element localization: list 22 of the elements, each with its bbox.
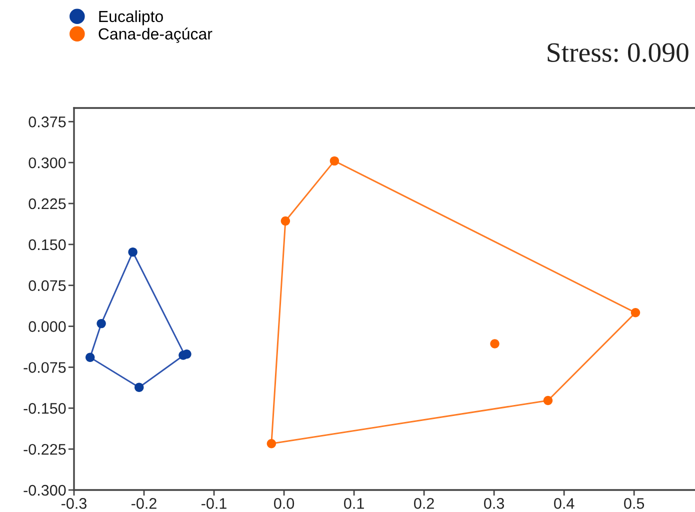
- y-tick-label: -0.075: [24, 362, 66, 373]
- x-tick-label: -0.2: [132, 498, 156, 509]
- y-tick-label: 0.150: [28, 239, 66, 250]
- x-tick-label: -0.3: [62, 498, 86, 509]
- y-tick-label: -0.300: [24, 484, 66, 496]
- y-tick-label: 0.075: [28, 280, 66, 292]
- x-tick-label: -0.1: [202, 498, 226, 509]
- x-tick-label: 0.3: [484, 498, 504, 509]
- y-tick-label: -0.225: [24, 444, 66, 455]
- y-tick-label: 0.300: [28, 157, 66, 168]
- x-tick-label: 0.0: [274, 498, 294, 509]
- x-tick-label: 0.4: [554, 498, 574, 509]
- text: Stress: 0.090: [548, 43, 688, 62]
- x-tick-label: 0.5: [624, 498, 644, 509]
- y-tick-label: 0.000: [28, 321, 66, 332]
- y-tick-label: 0.375: [28, 116, 66, 128]
- x-tick-label: 0.1: [344, 498, 364, 509]
- y-tick-label: -0.150: [24, 403, 66, 414]
- y-tick-label: 0.225: [28, 198, 66, 210]
- x-tick-label: 0.2: [414, 498, 434, 509]
- legend-label: Cana-de-açúcar: [98, 28, 212, 43]
- legend-label: Eucalipto: [99, 10, 163, 26]
